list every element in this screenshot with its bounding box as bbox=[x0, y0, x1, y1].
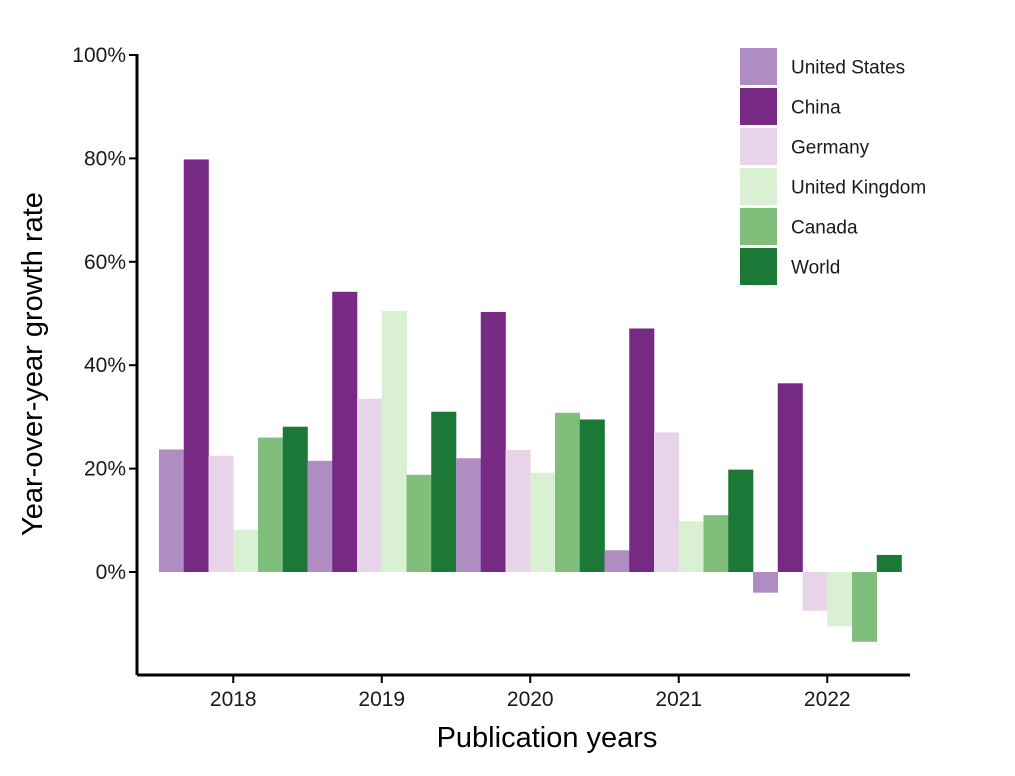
bar-united-kingdom-2019 bbox=[381, 310, 407, 572]
legend-swatch-world bbox=[740, 248, 777, 285]
bar-world-2022 bbox=[876, 554, 902, 572]
bar-germany-2020 bbox=[505, 449, 531, 572]
y-tick-label: 80% bbox=[84, 147, 126, 170]
bar-world-2020 bbox=[579, 419, 605, 572]
bar-united-kingdom-2020 bbox=[530, 472, 556, 572]
legend-swatch-united-kingdom bbox=[740, 168, 777, 205]
bar-canada-2018 bbox=[258, 437, 284, 572]
bar-canada-2021 bbox=[703, 515, 729, 572]
bar-world-2018 bbox=[282, 426, 308, 572]
y-tick-label: 100% bbox=[72, 44, 126, 67]
bar-united-states-2019 bbox=[307, 460, 333, 572]
bar-china-2021 bbox=[629, 328, 655, 572]
bar-china-2020 bbox=[480, 311, 506, 572]
y-ticks: 0% 20% 40% 60% 80% 100% bbox=[72, 44, 137, 584]
legend-label: World bbox=[791, 258, 840, 279]
legend-swatch-germany bbox=[740, 128, 777, 165]
y-tick-label: 40% bbox=[84, 354, 126, 377]
y-tick-label: 20% bbox=[84, 458, 126, 481]
legend-swatch-united-states bbox=[740, 48, 777, 85]
y-axis-title: Year-over-year growth rate bbox=[17, 192, 49, 536]
legend-label: Canada bbox=[791, 218, 858, 239]
x-tick-label: 2021 bbox=[655, 688, 702, 711]
legend-label: Germany bbox=[791, 138, 870, 159]
x-tick-label: 2019 bbox=[358, 688, 405, 711]
bar-germany-2019 bbox=[357, 398, 383, 572]
x-tick-label: 2018 bbox=[210, 688, 257, 711]
bar-canada-2019 bbox=[406, 474, 432, 572]
bar-germany-2022 bbox=[802, 572, 828, 611]
bar-canada-2022 bbox=[852, 572, 878, 642]
bar-world-2019 bbox=[431, 411, 457, 572]
bar-china-2022 bbox=[777, 383, 803, 572]
x-tick-label: 2022 bbox=[804, 688, 851, 711]
x-tick-label: 2020 bbox=[507, 688, 554, 711]
bars-layer bbox=[159, 159, 902, 642]
legend-label: China bbox=[791, 98, 841, 119]
y-tick-label: 60% bbox=[84, 251, 126, 274]
bar-germany-2018 bbox=[208, 455, 234, 572]
legend-label: United Kingdom bbox=[791, 178, 926, 199]
bar-united-states-2022 bbox=[753, 572, 779, 593]
bar-canada-2020 bbox=[555, 412, 581, 572]
bar-china-2019 bbox=[332, 291, 358, 572]
bar-united-states-2020 bbox=[456, 458, 482, 572]
legend-label: United States bbox=[791, 58, 905, 79]
y-tick-label: 0% bbox=[96, 561, 126, 584]
x-ticks: 2018 2019 2020 2021 2022 bbox=[210, 675, 851, 711]
bar-united-kingdom-2022 bbox=[827, 572, 853, 627]
bar-united-states-2018 bbox=[159, 449, 185, 572]
bar-world-2021 bbox=[728, 469, 754, 572]
bar-china-2018 bbox=[183, 159, 209, 572]
legend-swatch-china bbox=[740, 88, 777, 125]
bar-united-kingdom-2021 bbox=[678, 521, 704, 572]
x-axis-title: Publication years bbox=[437, 722, 658, 754]
legend-swatch-canada bbox=[740, 208, 777, 245]
bar-united-kingdom-2018 bbox=[233, 529, 259, 572]
bar-germany-2021 bbox=[654, 432, 680, 572]
bar-united-states-2021 bbox=[604, 550, 630, 572]
legend: United States China Germany United Kingdom C… bbox=[740, 48, 926, 285]
